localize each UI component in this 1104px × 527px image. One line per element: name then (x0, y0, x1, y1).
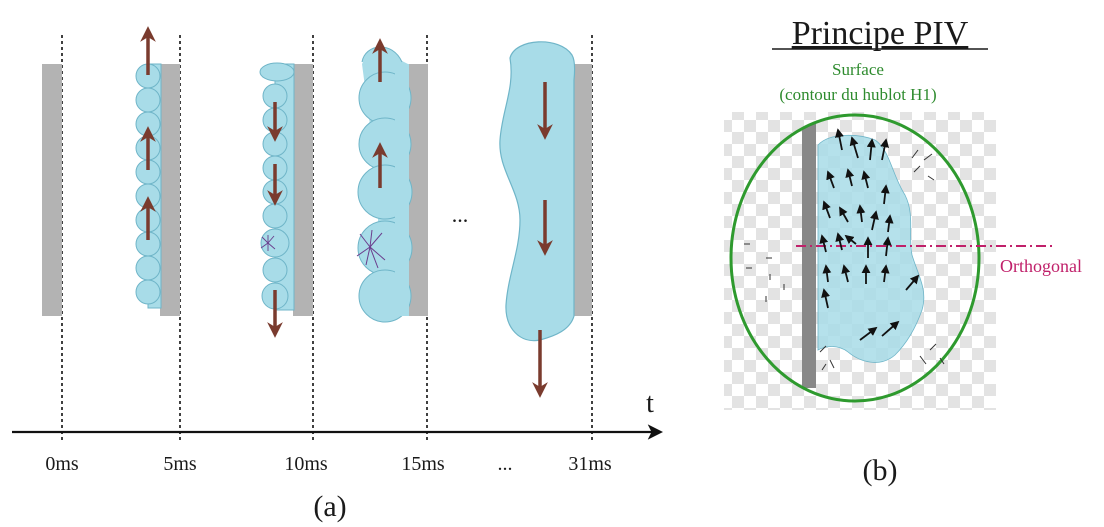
wall-0ms (42, 64, 62, 316)
vortex-10ms (260, 235, 276, 251)
time-tick-labels: 0ms 5ms 10ms 15ms ... 31ms (45, 453, 612, 475)
wall-31ms (574, 64, 592, 316)
panel-b-label: (b) (863, 454, 898, 487)
liquid-region (817, 134, 925, 363)
noise-vectors (744, 149, 945, 371)
tick-label-0ms: 0ms (45, 453, 79, 475)
wall-15ms (408, 64, 428, 316)
panel-b: Principe PIV Surface (contour du hublot … (724, 15, 1082, 487)
film-10ms (259, 62, 295, 311)
panel-a: ... t 0ms 5ms 10ms 15ms ... 31ms (a) (12, 26, 664, 523)
tick-label-10ms: 10ms (284, 453, 328, 475)
film-5ms (135, 63, 162, 309)
time-axis-label: t (646, 388, 654, 419)
walls (42, 64, 592, 316)
orthogonal-label: Orthogonal (1000, 256, 1082, 276)
wall-5ms (160, 64, 180, 316)
piv-vectors (819, 128, 920, 341)
film-15ms (357, 46, 413, 323)
panel-b-title: Principe PIV (792, 15, 969, 52)
wall-strip (802, 118, 816, 388)
panel-a-label: (a) (313, 490, 346, 523)
ellipsis-dots: ... (452, 202, 469, 227)
surface-label: Surface (832, 60, 884, 79)
tick-label-15ms: 15ms (401, 453, 445, 475)
film-31ms (499, 41, 576, 342)
tick-label-ellipsis: ... (498, 453, 513, 475)
tick-label-5ms: 5ms (163, 453, 197, 475)
contour-label: (contour du hublot H1) (779, 85, 936, 104)
hublot-contour (729, 113, 981, 403)
vortex-15ms (356, 229, 386, 269)
tick-label-31ms: 31ms (568, 453, 612, 475)
flow-arrows-31ms (532, 82, 553, 398)
wall-10ms (293, 64, 313, 316)
